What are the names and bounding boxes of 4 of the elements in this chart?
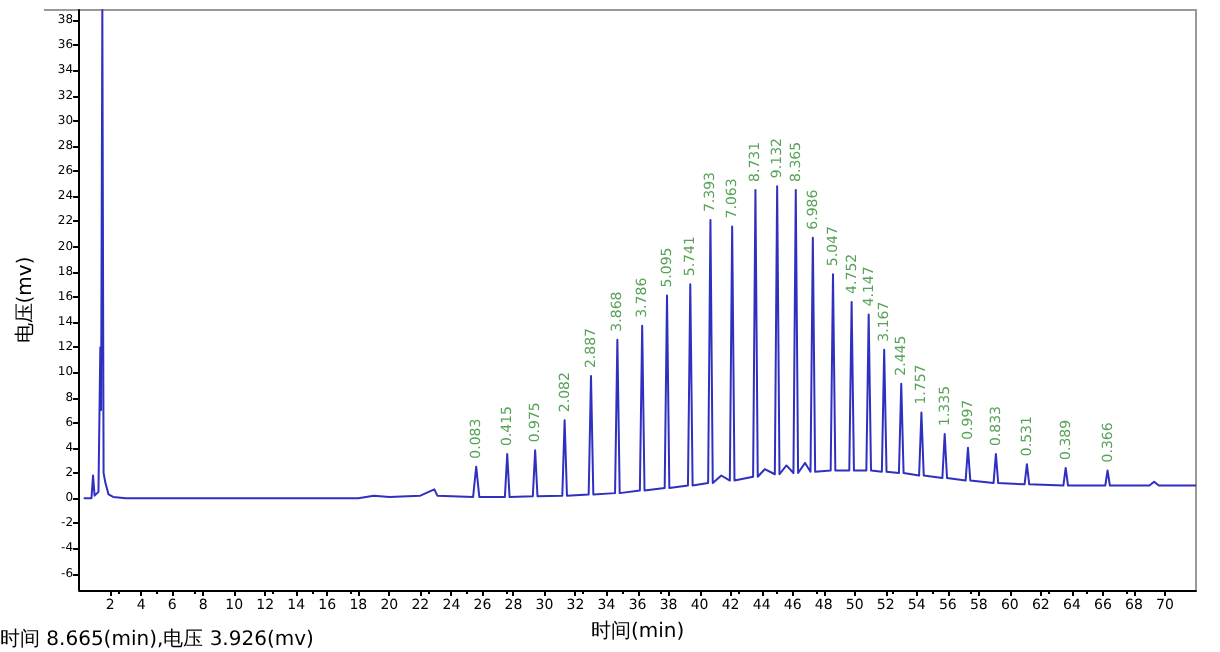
line-series [82, 9, 1197, 500]
text: 时间 8.665(min),电压 3.926(mv) [0, 627, 315, 651]
y-axis-title: 电压(mv) [13, 256, 37, 344]
x-axis-title: 时间(min) [590, 618, 685, 643]
